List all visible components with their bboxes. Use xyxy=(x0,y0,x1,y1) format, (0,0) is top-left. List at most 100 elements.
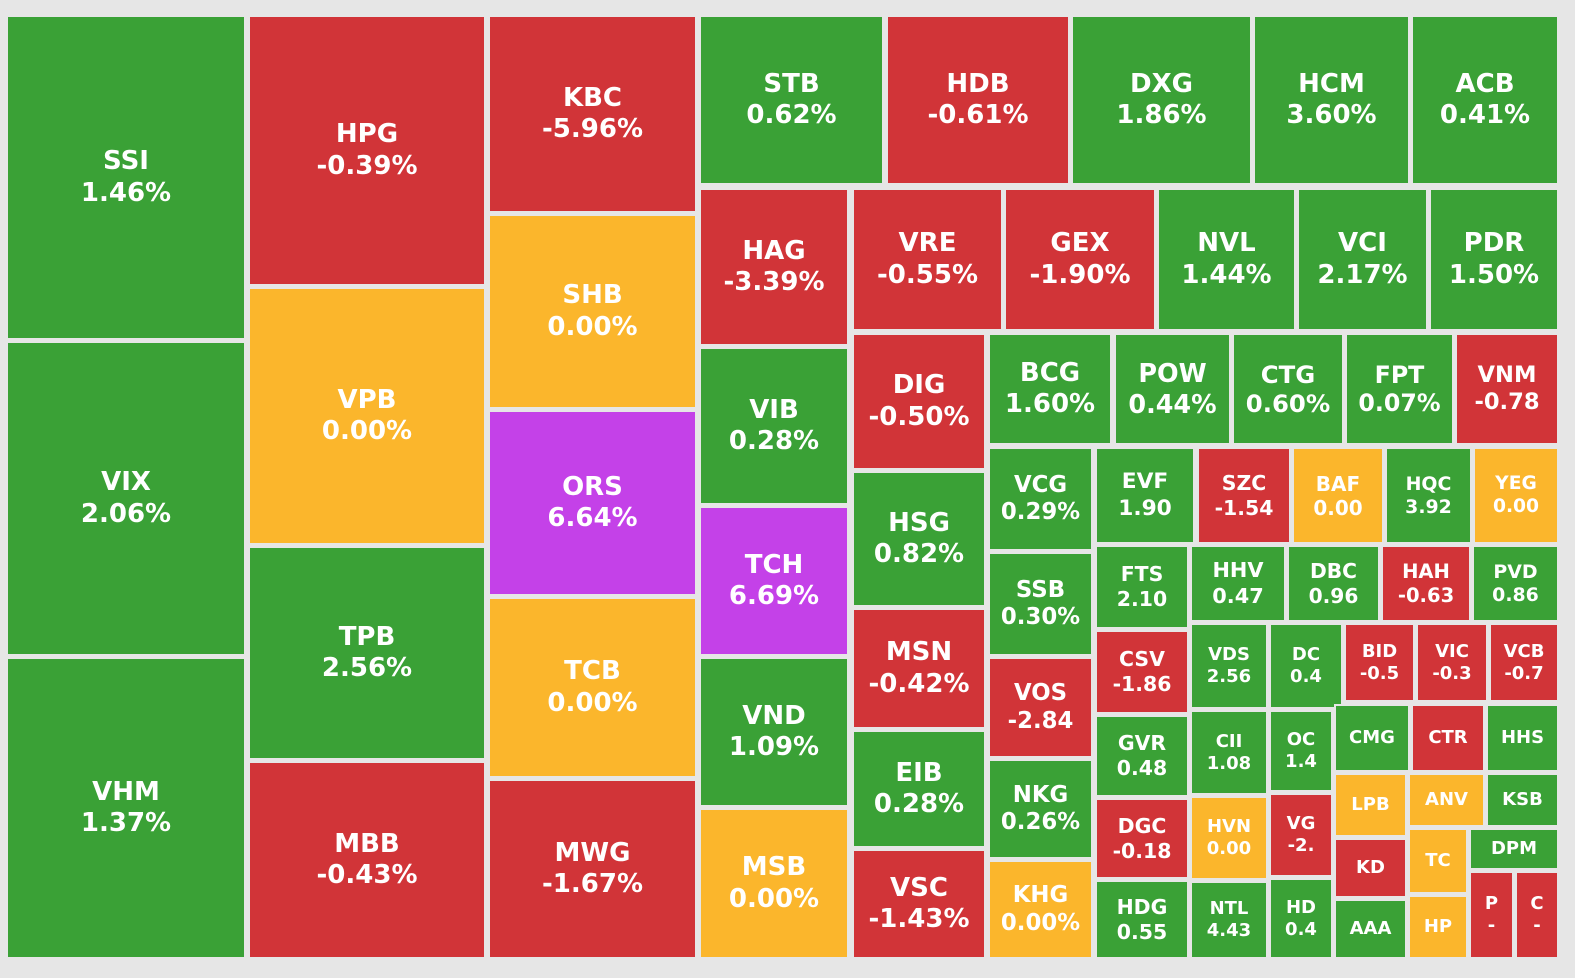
heatmap-cell-baf[interactable]: BAF 0.00 xyxy=(1292,447,1384,544)
heatmap-cell-dpm[interactable]: DPM xyxy=(1469,828,1559,870)
cell-ticker: HP xyxy=(1423,916,1453,938)
heatmap-cell-vnm[interactable]: VNM -0.78 xyxy=(1455,333,1559,445)
heatmap-cell-acb[interactable]: ACB 0.41% xyxy=(1411,15,1559,185)
heatmap-cell-eib[interactable]: EIB 0.28% xyxy=(852,730,986,848)
heatmap-cell-vnd[interactable]: VND 1.09% xyxy=(699,657,849,807)
cell-change: 0.48 xyxy=(1116,756,1168,780)
heatmap-cell-aaa[interactable]: AAA xyxy=(1334,899,1407,959)
heatmap-cell-shb[interactable]: SHB 0.00% xyxy=(488,214,697,409)
heatmap-cell-stb[interactable]: STB 0.62% xyxy=(699,15,884,185)
heatmap-cell-hvn[interactable]: HVN 0.00 xyxy=(1190,796,1268,880)
heatmap-cell-ksb[interactable]: KSB xyxy=(1486,773,1559,827)
heatmap-cell-msb[interactable]: MSB 0.00% xyxy=(699,808,849,959)
heatmap-cell-vib[interactable]: VIB 0.28% xyxy=(699,347,849,505)
heatmap-cell-cmg[interactable]: CMG xyxy=(1334,704,1410,772)
heatmap-cell-hdg[interactable]: HDG 0.55 xyxy=(1095,880,1189,959)
heatmap-cell-vix[interactable]: VIX 2.06% xyxy=(6,341,246,656)
cell-change: - xyxy=(1487,915,1496,936)
heatmap-cell-hsg[interactable]: HSG 0.82% xyxy=(852,471,986,607)
heatmap-cell-vds[interactable]: VDS 2.56 xyxy=(1190,623,1268,709)
heatmap-cell-gvr[interactable]: GVR 0.48 xyxy=(1095,715,1189,797)
cell-ticker: VOS xyxy=(1013,680,1068,707)
heatmap-cell-yeg[interactable]: YEG 0.00 xyxy=(1473,447,1559,544)
cell-change: 0.00% xyxy=(728,883,820,914)
heatmap-cell-fpt[interactable]: FPT 0.07% xyxy=(1345,333,1454,445)
cell-change: -5.96% xyxy=(542,114,643,144)
heatmap-cell-hp[interactable]: HP xyxy=(1408,895,1468,959)
heatmap-cell-cii[interactable]: CII 1.08 xyxy=(1190,710,1268,795)
heatmap-cell-tcb[interactable]: TCB 0.00% xyxy=(488,597,697,778)
cell-ticker: CMG xyxy=(1349,727,1395,749)
heatmap-cell-hag[interactable]: HAG -3.39% xyxy=(699,188,849,346)
heatmap-cell-lpb[interactable]: LPB xyxy=(1334,773,1407,837)
heatmap-cell-vci[interactable]: VCI 2.17% xyxy=(1297,188,1428,331)
cell-ticker: VND xyxy=(742,700,806,731)
cell-change: -0.42% xyxy=(868,668,970,699)
cell-ticker: VCG xyxy=(1013,471,1068,498)
heatmap-cell-fts[interactable]: FTS 2.10 xyxy=(1095,545,1189,629)
heatmap-cell-ssi[interactable]: SSI 1.46% xyxy=(6,15,246,340)
heatmap-cell-nkg[interactable]: NKG 0.26% xyxy=(988,759,1093,859)
heatmap-cell-vre[interactable]: VRE -0.55% xyxy=(852,188,1003,331)
heatmap-cell-msn[interactable]: MSN -0.42% xyxy=(852,608,986,729)
heatmap-cell-vcb[interactable]: VCB -0.7 xyxy=(1489,623,1559,702)
heatmap-cell-mwg[interactable]: MWG -1.67% xyxy=(488,779,697,959)
cell-ticker: DXG xyxy=(1130,68,1193,99)
heatmap-cell-pdr[interactable]: PDR 1.50% xyxy=(1429,188,1559,331)
heatmap-cell-ors[interactable]: ORS 6.64% xyxy=(488,410,697,596)
heatmap-cell-csv[interactable]: CSV -1.86 xyxy=(1095,630,1189,714)
heatmap-cell-ctr[interactable]: CTR xyxy=(1411,704,1485,772)
heatmap-cell-mbb[interactable]: MBB -0.43% xyxy=(248,761,486,959)
heatmap-cell-szc[interactable]: SZC -1.54 xyxy=(1197,447,1291,544)
heatmap-cell-tch[interactable]: TCH 6.69% xyxy=(699,506,849,656)
cell-ticker: HDB xyxy=(946,68,1010,99)
cell-ticker: VPB xyxy=(337,384,397,415)
heatmap-cell-pvd[interactable]: PVD 0.86 xyxy=(1472,545,1559,622)
heatmap-cell-ssb[interactable]: SSB 0.30% xyxy=(988,552,1093,656)
cell-change: 0.44% xyxy=(1128,389,1217,419)
heatmap-cell-c[interactable]: C- xyxy=(1515,871,1559,959)
heatmap-cell-vsc[interactable]: VSC -1.43% xyxy=(852,849,986,959)
heatmap-cell-kd[interactable]: KD xyxy=(1334,838,1407,898)
cell-change: 6.69% xyxy=(728,581,820,611)
heatmap-cell-hdb[interactable]: HDB -0.61% xyxy=(886,15,1070,185)
heatmap-cell-vg[interactable]: VG -2. xyxy=(1269,793,1333,877)
heatmap-cell-hhs[interactable]: HHS xyxy=(1486,704,1559,772)
heatmap-cell-evf[interactable]: EVF 1.90 xyxy=(1095,447,1195,544)
heatmap-cell-nvl[interactable]: NVL 1.44% xyxy=(1157,188,1296,331)
heatmap-cell-vcg[interactable]: VCG 0.29% xyxy=(988,447,1093,551)
heatmap-cell-gex[interactable]: GEX -1.90% xyxy=(1004,188,1156,331)
heatmap-cell-dxg[interactable]: DXG 1.86% xyxy=(1071,15,1252,185)
heatmap-cell-bid[interactable]: BID -0.5 xyxy=(1344,623,1415,702)
heatmap-cell-khg[interactable]: KHG 0.00% xyxy=(988,860,1093,959)
heatmap-cell-vic[interactable]: VIC -0.3 xyxy=(1416,623,1488,702)
heatmap-cell-dig[interactable]: DIG -0.50% xyxy=(852,333,986,470)
cell-change: -0.55% xyxy=(877,259,978,290)
heatmap-cell-hpg[interactable]: HPG -0.39% xyxy=(248,15,486,286)
cell-change: -0.43% xyxy=(316,860,418,890)
heatmap-cell-tc[interactable]: TC xyxy=(1408,828,1468,894)
heatmap-cell-vos[interactable]: VOS -2.84 xyxy=(988,657,1093,758)
heatmap-cell-tpb[interactable]: TPB 2.56% xyxy=(248,546,486,760)
heatmap-cell-p[interactable]: P- xyxy=(1469,871,1514,959)
heatmap-cell-ctg[interactable]: CTG 0.60% xyxy=(1232,333,1344,445)
heatmap-cell-pow[interactable]: POW 0.44% xyxy=(1114,333,1231,445)
cell-change: 3.92 xyxy=(1405,495,1452,518)
heatmap-cell-bcg[interactable]: BCG 1.60% xyxy=(988,333,1112,445)
heatmap-cell-dgc[interactable]: DGC -0.18 xyxy=(1095,798,1189,879)
heatmap-cell-dbc[interactable]: DBC 0.96 xyxy=(1287,545,1380,622)
cell-ticker: SZC xyxy=(1221,470,1267,495)
heatmap-cell-hcm[interactable]: HCM 3.60% xyxy=(1253,15,1410,185)
heatmap-cell-hah[interactable]: HAH -0.63 xyxy=(1381,545,1471,622)
heatmap-cell-hhv[interactable]: HHV 0.47 xyxy=(1190,545,1286,622)
heatmap-cell-vhm[interactable]: VHM 1.37% xyxy=(6,657,246,959)
heatmap-cell-vpb[interactable]: VPB 0.00% xyxy=(248,287,486,545)
heatmap-cell-dc[interactable]: DC 0.4 xyxy=(1269,623,1343,709)
heatmap-cell-kbc[interactable]: KBC -5.96% xyxy=(488,15,697,213)
heatmap-cell-hqc[interactable]: HQC 3.92 xyxy=(1385,447,1472,544)
heatmap-cell-oc[interactable]: OC 1.4 xyxy=(1269,710,1333,792)
heatmap-cell-ntl[interactable]: NTL 4.43 xyxy=(1190,881,1268,959)
heatmap-cell-hd[interactable]: HD 0.4 xyxy=(1269,878,1333,959)
heatmap-cell-anv[interactable]: ANV xyxy=(1408,773,1485,827)
